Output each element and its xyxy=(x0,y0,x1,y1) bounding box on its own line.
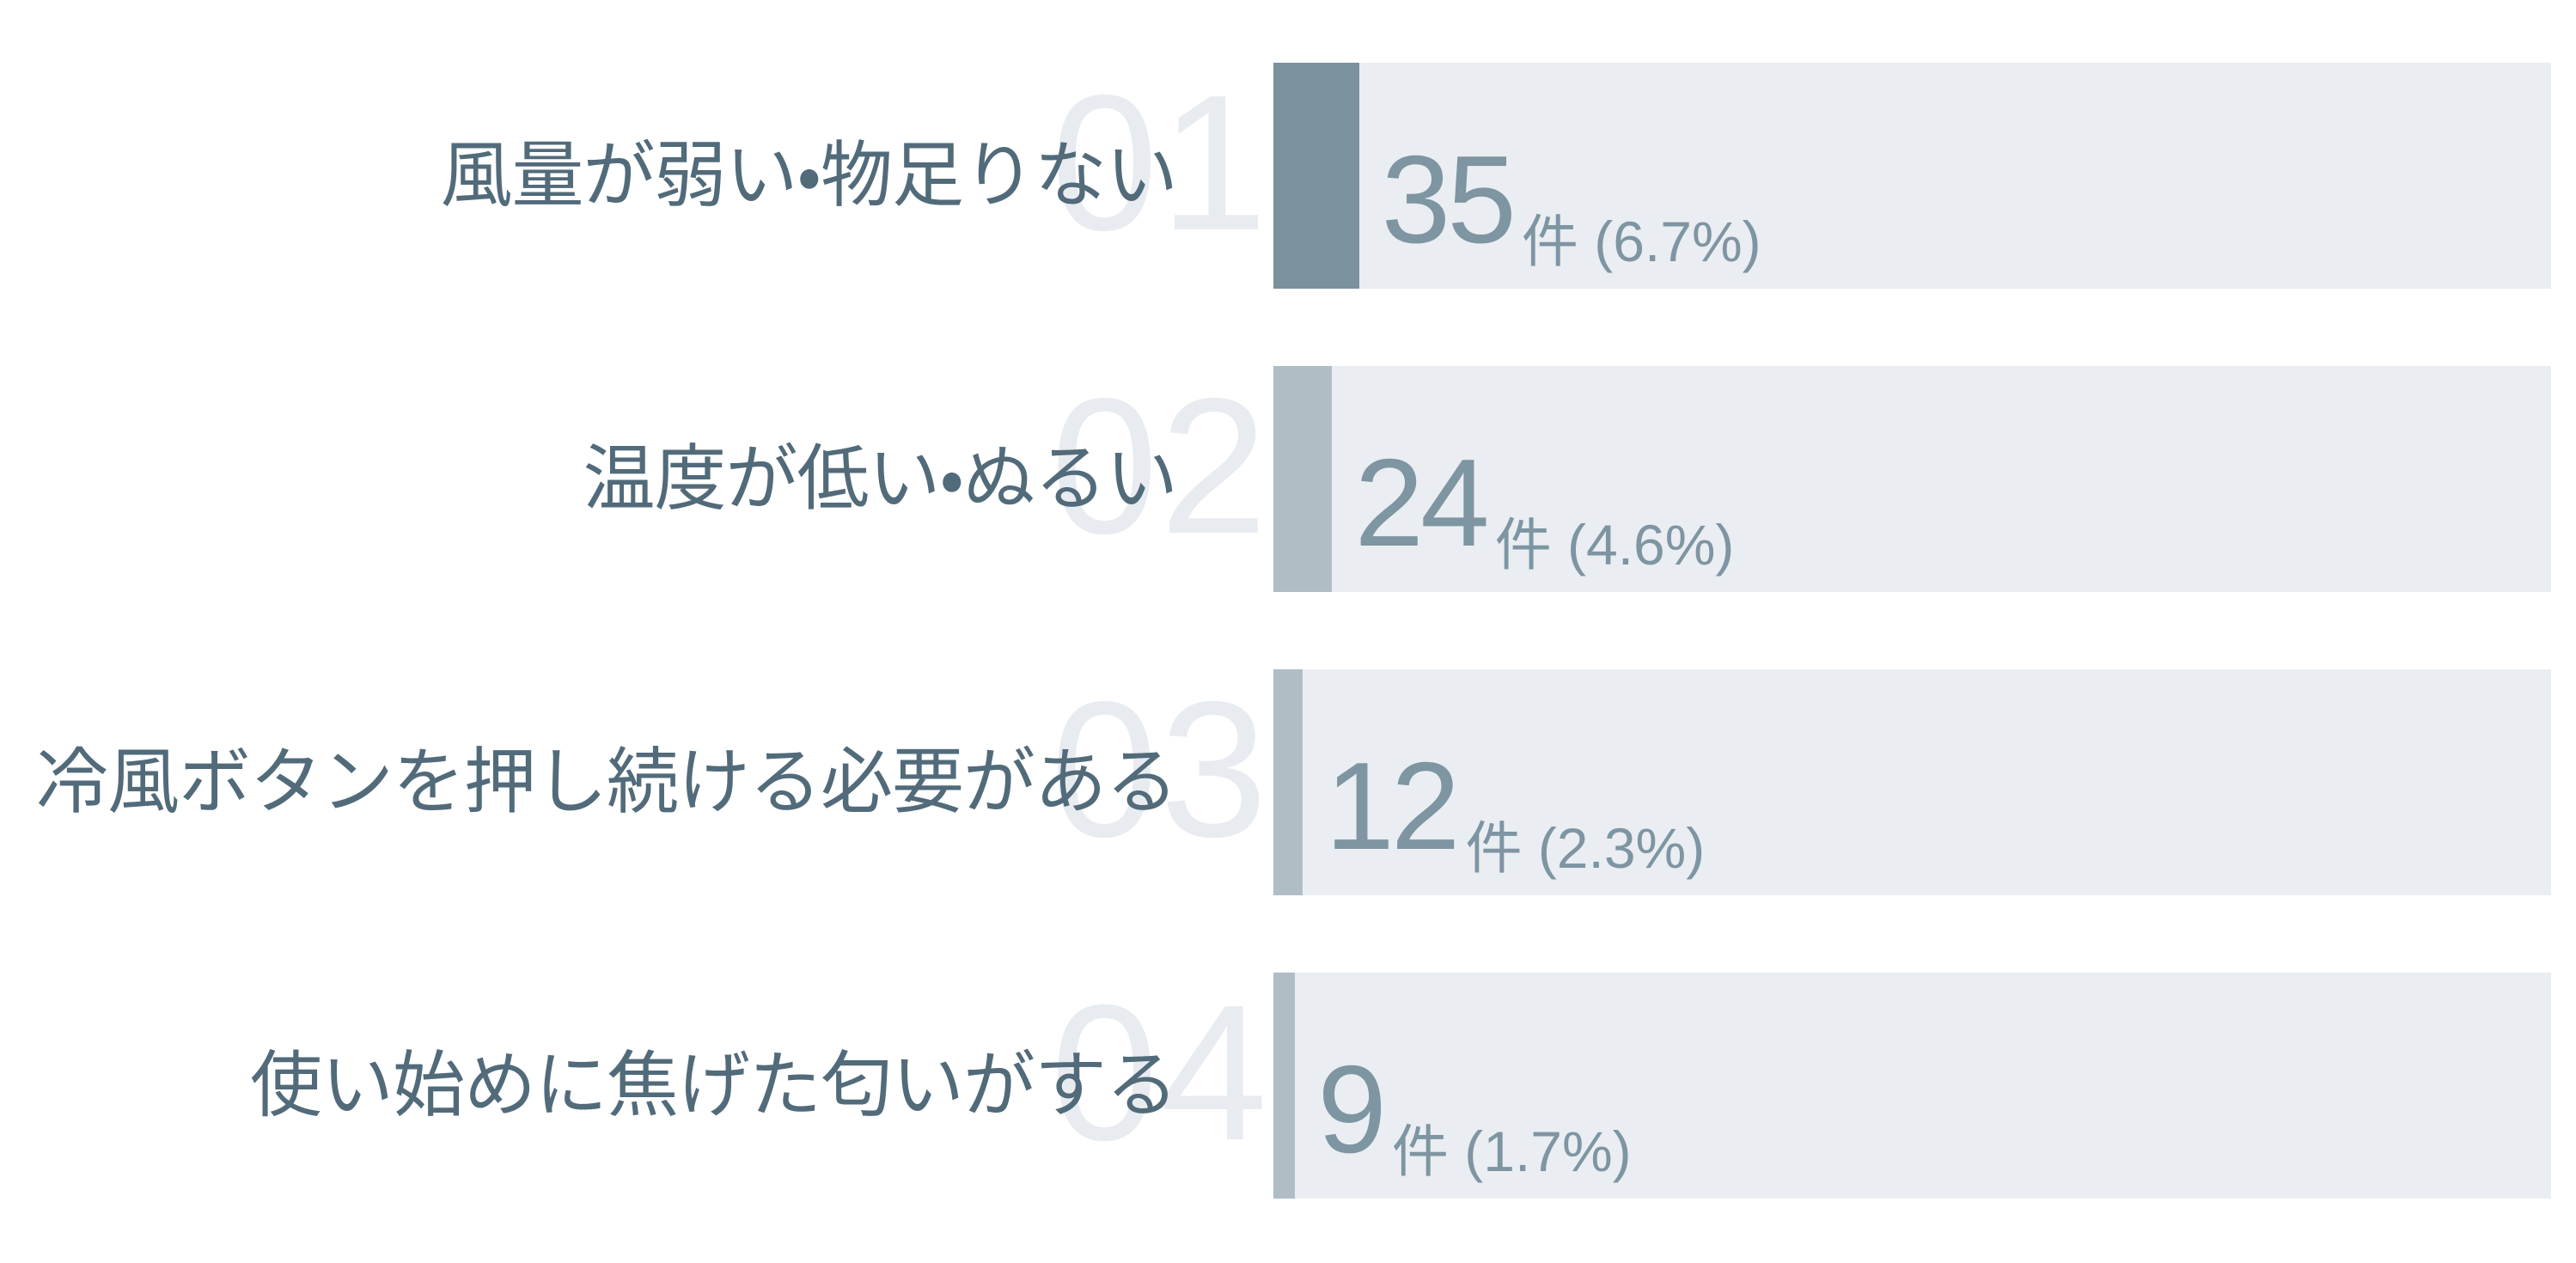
category-label-cell: 風量が弱い・物足りない xyxy=(0,63,1273,289)
rank-ghost-number: 01 xyxy=(1050,54,1269,271)
category-label-cell: 温度が低い・ぬるい xyxy=(0,366,1273,592)
bar-track: 24 件 (4.6%) xyxy=(1273,366,2551,592)
category-label-cell: 使い始めに焦げた匂いがする xyxy=(0,973,1273,1199)
chart-row: 03 冷風ボタンを押し続ける必要がある 12 件 (2.3%) xyxy=(0,669,2551,895)
bar-value: 12 件 (2.3%) xyxy=(1325,744,1705,877)
category-label: 温度が低い・ぬるい xyxy=(583,438,1178,519)
value-count: 12 xyxy=(1325,736,1460,876)
bar-track: 12 件 (2.3%) xyxy=(1273,669,2551,895)
value-count: 9 xyxy=(1317,1040,1387,1179)
value-count: 35 xyxy=(1381,130,1517,269)
rank-ghost-number: 03 xyxy=(1050,661,1269,877)
chart-row: 02 温度が低い・ぬるい 24 件 (4.6%) xyxy=(0,366,2551,592)
bar-value: 35 件 (6.7%) xyxy=(1382,137,1761,273)
chart-row: 01 風量が弱い・物足りない 35 件 (6.7%) xyxy=(0,63,2551,289)
bar-fill xyxy=(1273,63,1359,289)
value-unit-percent: 件 (1.7%) xyxy=(1391,1120,1632,1183)
value-unit-percent: 件 (4.6%) xyxy=(1494,513,1735,577)
value-count: 24 xyxy=(1354,433,1489,572)
bar-value: 24 件 (4.6%) xyxy=(1354,441,1734,574)
bar-track: 35 件 (6.7%) xyxy=(1273,63,2551,289)
value-unit-percent: 件 (6.7%) xyxy=(1521,210,1761,273)
category-label: 風量が弱い・物足りない xyxy=(440,135,1178,216)
rank-ghost-number: 02 xyxy=(1050,357,1269,574)
category-label: 使い始めに焦げた匂いがする xyxy=(249,1045,1178,1126)
value-unit-percent: 件 (2.3%) xyxy=(1465,816,1706,880)
rank-ghost-number: 04 xyxy=(1050,964,1269,1181)
category-label-cell: 冷風ボタンを押し続ける必要がある xyxy=(0,669,1273,895)
bar-fill xyxy=(1273,366,1333,592)
category-label: 冷風ボタンを押し続ける必要がある xyxy=(35,741,1178,822)
bar-fill xyxy=(1273,669,1303,895)
bar-fill xyxy=(1273,973,1296,1199)
